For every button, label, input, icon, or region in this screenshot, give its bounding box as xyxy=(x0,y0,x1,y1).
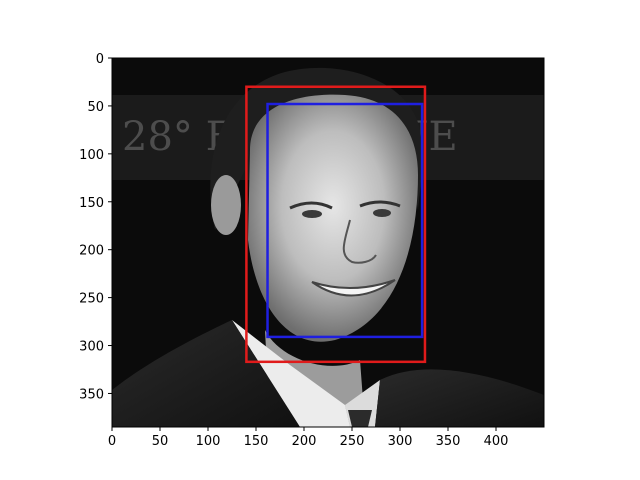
x-tick-label: 400 xyxy=(484,434,509,449)
photo: 28° FE...U CINE xyxy=(112,58,544,427)
y-tick-label: 50 xyxy=(87,100,104,115)
x-tick-label: 350 xyxy=(436,434,461,449)
x-tick-label: 250 xyxy=(340,434,365,449)
x-tick-label: 0 xyxy=(108,434,116,449)
y-tick-label: 250 xyxy=(79,292,104,307)
x-tick-label: 200 xyxy=(292,434,317,449)
x-tick-label: 50 xyxy=(152,434,169,449)
suit xyxy=(112,320,300,427)
x-tick-label: 300 xyxy=(388,434,413,449)
y-tick-label: 350 xyxy=(79,387,104,402)
x-tick-label: 100 xyxy=(196,434,221,449)
bounding-box-blue xyxy=(266,102,424,339)
bounding-boxes xyxy=(245,85,427,364)
x-tick-label: 150 xyxy=(244,434,269,449)
axes-frame xyxy=(111,57,545,428)
face xyxy=(248,94,418,342)
y-tick-label: 300 xyxy=(79,340,104,355)
collar xyxy=(232,320,350,427)
bounding-box-red xyxy=(245,85,427,364)
y-axis: 0 50 100 150 200 250 300 350 xyxy=(79,52,112,402)
x-axis: 0 50 100 150 200 250 300 350 400 xyxy=(108,427,509,449)
y-tick-label: 150 xyxy=(79,196,104,211)
y-tick-label: 200 xyxy=(79,244,104,259)
y-tick-label: 100 xyxy=(79,148,104,163)
y-tick-label: 0 xyxy=(96,52,104,67)
